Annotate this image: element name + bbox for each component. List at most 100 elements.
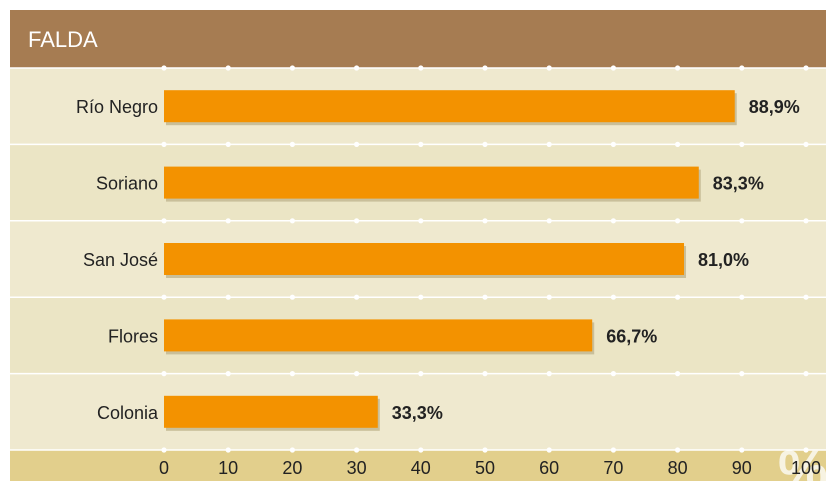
- value-label: 33,3%: [392, 403, 443, 423]
- bar: [164, 243, 685, 275]
- category-label: Río Negro: [76, 97, 158, 117]
- grid-dot: [610, 218, 617, 224]
- grid-dot: [225, 141, 231, 147]
- grid-dot: [482, 447, 488, 453]
- grid-dot: [675, 371, 681, 377]
- x-tick-label: 0: [159, 458, 169, 478]
- grid-dot: [675, 218, 681, 224]
- x-axis-band: [10, 450, 826, 481]
- grid-dot: [418, 371, 424, 377]
- x-tick-label: 50: [475, 458, 495, 478]
- grid-dot: [803, 371, 809, 377]
- grid-dot: [675, 65, 681, 71]
- gridlines: [10, 65, 826, 453]
- grid-dot: [803, 218, 809, 224]
- grid-dot: [546, 141, 552, 147]
- grid-dot: [354, 218, 360, 224]
- grid-dot: [803, 65, 809, 71]
- value-label: 66,7%: [606, 326, 657, 346]
- x-tick-label: 20: [282, 458, 302, 478]
- grid-dot: [739, 218, 745, 224]
- grid-dot: [161, 218, 167, 224]
- x-tick-label: 10: [218, 458, 238, 478]
- grid-dot: [482, 218, 488, 224]
- x-tick-label: 40: [411, 458, 431, 478]
- unit-watermark: %: [778, 438, 828, 489]
- grid-dot: [289, 447, 295, 453]
- x-tick-label: 60: [539, 458, 559, 478]
- category-label: Soriano: [96, 174, 158, 194]
- grid-dot: [546, 65, 552, 71]
- grid-dot: [482, 371, 488, 377]
- x-tick-labels: 0 10 20 30 40 50 60 70 80 90 100: [159, 458, 821, 478]
- chart-title: FALDA: [28, 27, 98, 52]
- grid-dot: [354, 65, 360, 71]
- x-tick-label: 80: [668, 458, 688, 478]
- x-tick-label: 100: [791, 458, 821, 478]
- grid-dot: [803, 447, 809, 453]
- grid-dot: [803, 141, 809, 147]
- category-labels: Río Negro Soriano San José Flores Colonia: [76, 97, 159, 423]
- grid-dot: [289, 218, 295, 224]
- grid-dot: [354, 294, 360, 300]
- grid-dot: [610, 141, 617, 147]
- grid-dot: [418, 218, 424, 224]
- grid-dot: [739, 65, 745, 71]
- grid-dot: [289, 294, 295, 300]
- grid-dot: [739, 371, 745, 377]
- row-band: [10, 373, 826, 450]
- grid-dot: [289, 371, 295, 377]
- grid-dot: [225, 218, 231, 224]
- grid-dot: [675, 447, 681, 453]
- grid-dot: [161, 141, 167, 147]
- category-label: San José: [83, 250, 158, 270]
- grid-dot: [610, 447, 617, 453]
- grid-dot: [354, 447, 360, 453]
- grid-dot: [161, 371, 167, 377]
- grid-dot: [739, 141, 745, 147]
- grid-dot: [482, 294, 488, 300]
- grid-dot: [610, 294, 617, 300]
- grid-dot: [225, 447, 231, 453]
- bar: [164, 166, 699, 199]
- value-label: 83,3%: [713, 174, 764, 194]
- grid-dot: [418, 294, 424, 300]
- grid-dot: [546, 447, 552, 453]
- grid-dot: [161, 294, 167, 300]
- value-labels: 88,9% 83,3% 81,0% 66,7% 33,3%: [392, 97, 800, 423]
- x-tick-label: 70: [603, 458, 623, 478]
- bar: [164, 319, 593, 352]
- grid-dot: [675, 294, 681, 300]
- grid-dot: [289, 141, 295, 147]
- category-label: Flores: [108, 326, 158, 346]
- grid-dot: [482, 65, 488, 71]
- grid-dot: [161, 447, 167, 453]
- grid-dot: [354, 141, 360, 147]
- grid-dot: [225, 65, 231, 71]
- grid-dot: [418, 141, 424, 147]
- category-label: Colonia: [97, 403, 159, 423]
- title-banner: [10, 10, 826, 68]
- grid-dot: [354, 371, 360, 377]
- grid-dot: [418, 65, 424, 71]
- grid-dot: [225, 371, 231, 377]
- grid-dot: [482, 141, 488, 147]
- bar: [164, 90, 735, 123]
- grid-dot: [225, 294, 231, 300]
- bars: [164, 90, 737, 431]
- value-label: 88,9%: [749, 97, 800, 117]
- grid-dot: [803, 294, 809, 300]
- value-label: 81,0%: [698, 250, 749, 270]
- grid-dot: [739, 447, 745, 453]
- grid-dot: [546, 294, 552, 300]
- x-tick-label: 30: [347, 458, 367, 478]
- grid-dot: [418, 447, 424, 453]
- grid-dot: [739, 294, 745, 300]
- x-tick-label: 90: [732, 458, 752, 478]
- grid-dot: [610, 65, 617, 71]
- grid-dot: [546, 218, 552, 224]
- grid-dot: [675, 141, 681, 147]
- bar: [164, 395, 378, 428]
- grid-dot: [161, 65, 167, 71]
